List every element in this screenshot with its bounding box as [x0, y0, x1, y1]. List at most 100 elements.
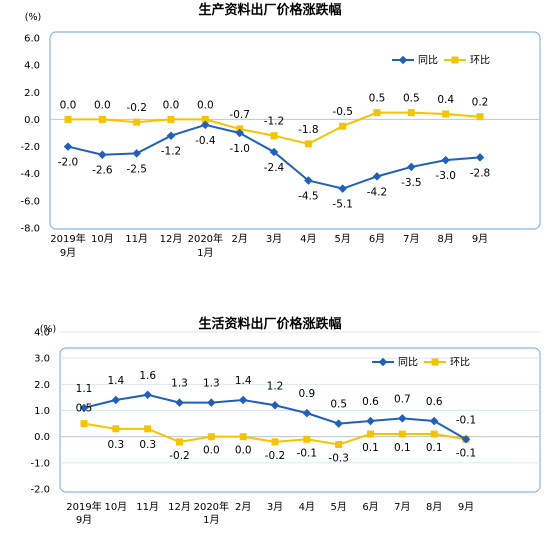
- data-point-yoy: [132, 149, 141, 158]
- data-label-mom: 0.0: [203, 445, 220, 457]
- data-label-yoy: -2.4: [264, 162, 285, 174]
- plot-frame: [49, 31, 541, 230]
- data-point-mom: [133, 118, 141, 126]
- data-label-mom: 0.5: [403, 93, 420, 105]
- data-label-yoy: -2.0: [58, 157, 79, 169]
- data-label-yoy: 0.6: [426, 396, 443, 408]
- data-point-mom: [373, 109, 381, 117]
- legend-marker-yoy: [398, 55, 408, 65]
- data-point-mom: [304, 140, 312, 148]
- y-tick-label: -1.0: [30, 458, 50, 469]
- data-label-yoy: 1.3: [171, 378, 188, 390]
- x-tick-label: 9月: [472, 233, 488, 245]
- x-tick-label: 7月: [394, 501, 410, 513]
- data-label-mom: 0.0: [235, 445, 252, 457]
- data-point-yoy: [334, 419, 343, 428]
- chart-title: 生活资料出厂价格涨跌幅: [198, 316, 341, 332]
- x-tick-label: 8月: [426, 501, 442, 513]
- data-label-mom: -0.5: [332, 106, 353, 118]
- data-label-yoy: -1.0: [229, 143, 250, 155]
- data-label-mom: -0.1: [456, 447, 477, 459]
- data-label-yoy: -2.5: [126, 163, 147, 175]
- legend-label-yoy: 同比: [418, 55, 438, 67]
- x-tick-label: 1月: [203, 514, 219, 526]
- data-label-yoy: 1.6: [139, 370, 156, 382]
- data-point-mom: [335, 441, 343, 449]
- data-point-yoy: [270, 401, 280, 410]
- x-tick-label: 12月: [168, 501, 191, 513]
- data-label-mom: 0.0: [197, 99, 214, 111]
- data-point-mom: [339, 122, 347, 130]
- y-tick-label: -8.0: [20, 224, 40, 235]
- x-tick-label: 2019年: [66, 500, 101, 513]
- data-label-yoy: -4.2: [367, 186, 388, 198]
- data-point-yoy: [111, 395, 121, 405]
- data-label-mom: -0.2: [126, 102, 147, 114]
- x-tick-label: 12月: [160, 233, 183, 245]
- x-tick-label: 1月: [197, 247, 213, 259]
- x-tick-label: 9月: [76, 514, 92, 526]
- data-point-yoy: [166, 131, 176, 140]
- unit-label: (%): [40, 324, 56, 335]
- data-point-yoy: [461, 435, 471, 444]
- x-tick-label: 9月: [60, 247, 76, 259]
- y-tick-label: 4.0: [34, 328, 50, 339]
- data-label-yoy: 0.6: [362, 396, 379, 408]
- data-label-yoy: -5.1: [332, 199, 353, 211]
- data-point-mom: [167, 115, 175, 123]
- chart-title: 生产资料出厂价格涨跌幅: [198, 2, 341, 18]
- y-tick-label: 6.0: [24, 34, 40, 45]
- x-tick-label: 2020年: [194, 500, 229, 513]
- legend-label-yoy: 同比: [398, 357, 418, 369]
- data-label-mom: -1.8: [298, 124, 319, 136]
- x-tick-label: 5月: [330, 501, 346, 513]
- data-label-mom: -0.2: [265, 450, 286, 462]
- legend-label-mom: 环比: [470, 55, 490, 67]
- data-label-yoy: 1.2: [267, 380, 284, 392]
- data-point-yoy: [63, 142, 73, 151]
- data-point-mom: [176, 438, 183, 446]
- data-point-mom: [442, 110, 450, 118]
- data-label-mom: 0.2: [472, 97, 489, 109]
- chart-1-svg: 生产资料出厂价格涨跌幅 (%) 6.0 4.0 2.0 0.0 -2.0 -4.0 -6.0 -8…: [20, 2, 541, 259]
- data-label-mom: 0.3: [139, 439, 156, 451]
- data-label-yoy: 0.7: [394, 393, 411, 405]
- x-tick-label: 2月: [231, 233, 247, 245]
- data-point-yoy: [201, 120, 210, 130]
- data-label-yoy: -0.1: [456, 414, 477, 426]
- plot-frame: [59, 347, 541, 493]
- data-point-yoy: [98, 150, 107, 159]
- data-point-yoy: [304, 176, 313, 185]
- data-point-yoy: [79, 403, 89, 413]
- x-tick-label: 6月: [362, 501, 378, 513]
- data-point-yoy: [302, 408, 312, 418]
- x-tick-label: 2019年: [50, 232, 85, 245]
- data-label-yoy: -1.2: [161, 146, 182, 158]
- x-tick-label: 2020年: [188, 232, 223, 245]
- data-point-yoy: [175, 398, 184, 407]
- x-tick-label: 4月: [300, 233, 316, 245]
- data-label-yoy: -2.8: [470, 167, 491, 179]
- chart-2-svg: 生活资料出厂价格涨跌幅 (%)4.0 3.0 2.0 1.0 0.0 -1.0 -2.0 201…: [30, 316, 541, 526]
- data-point-mom: [430, 430, 438, 438]
- legend-label-mom: 环比: [450, 357, 470, 369]
- data-point-mom: [367, 430, 374, 438]
- legend-marker-mom: [431, 358, 439, 366]
- data-point-yoy: [475, 153, 485, 162]
- y-tick-label: 0.0: [34, 432, 50, 443]
- data-label-yoy: -0.4: [195, 135, 216, 147]
- x-tick-label: 10月: [104, 501, 127, 513]
- data-point-yoy: [338, 184, 347, 193]
- y-tick-label: -6.0: [20, 196, 40, 207]
- data-point-yoy: [372, 172, 382, 181]
- data-point-mom: [271, 438, 279, 446]
- x-tick-label: 3月: [267, 501, 283, 513]
- data-label-mom: -1.2: [264, 116, 285, 128]
- data-label-yoy: -4.5: [298, 191, 319, 203]
- data-label-mom: 0.0: [60, 99, 77, 111]
- data-point-mom: [144, 425, 152, 433]
- y-tick-label: -2.0: [30, 485, 50, 496]
- y-tick-label: 3.0: [34, 354, 50, 365]
- data-point-mom: [303, 435, 311, 443]
- y-tick-label: -2.0: [20, 142, 40, 153]
